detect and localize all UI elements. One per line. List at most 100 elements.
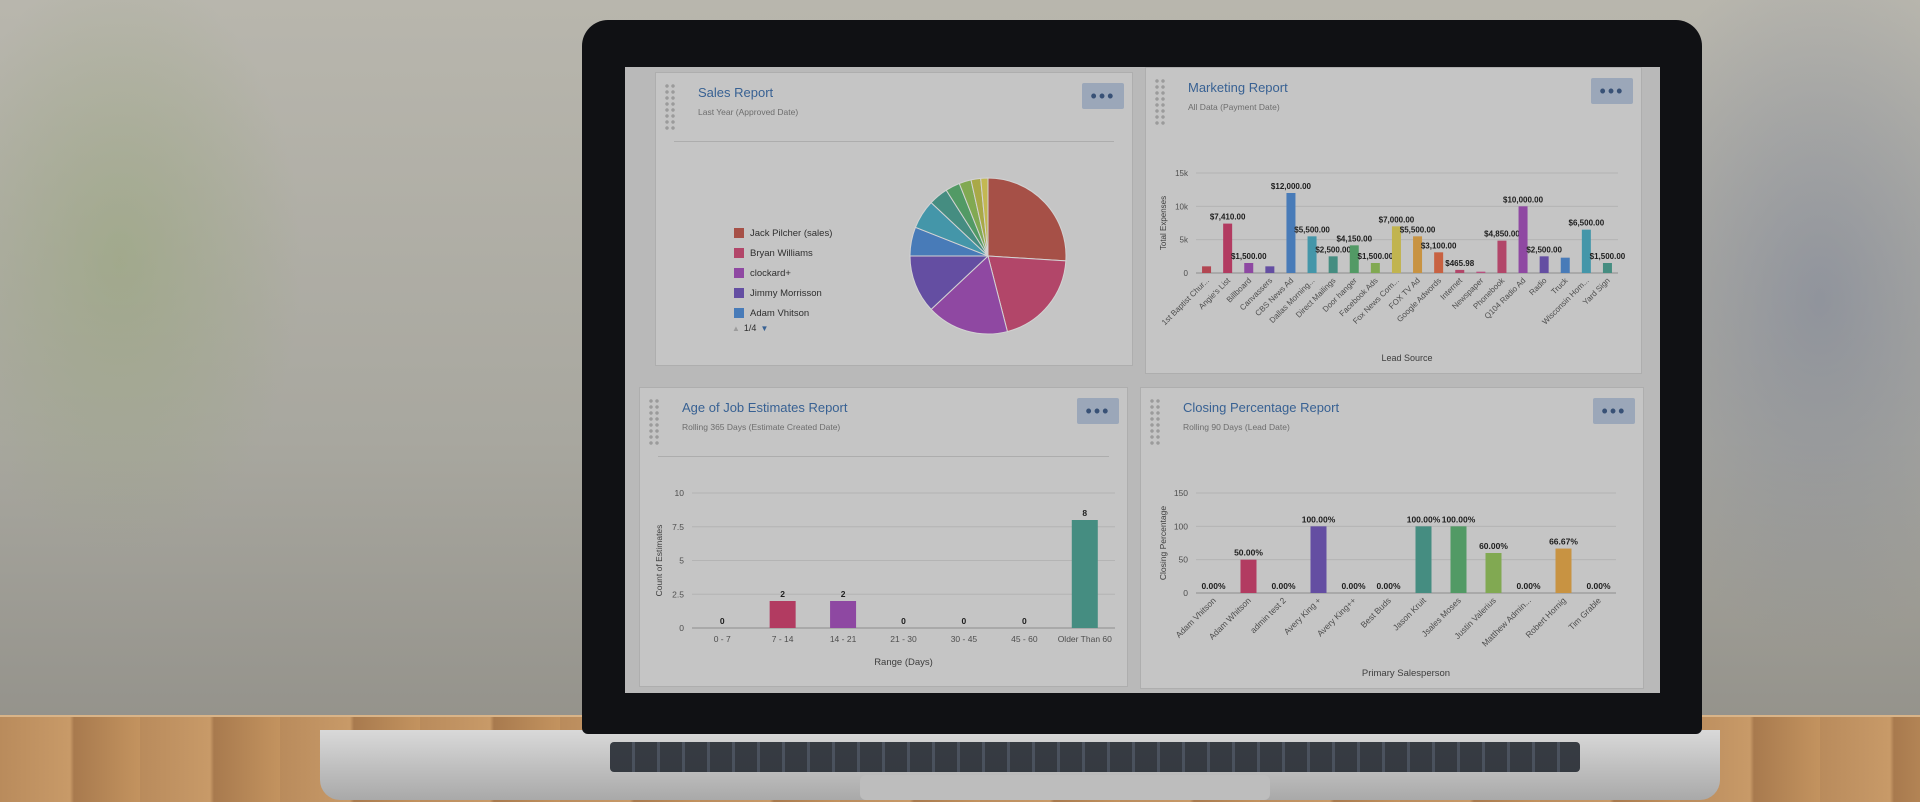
y-axis-label: Total Expenses (1159, 196, 1168, 250)
legend-item[interactable]: clockard+ (734, 263, 832, 283)
panel-subtitle: Rolling 365 Days (Estimate Created Date) (682, 422, 841, 432)
data-label: 66.67% (1549, 537, 1578, 547)
bar (1370, 263, 1380, 273)
data-label: $7,410.00 (1210, 213, 1246, 222)
y-axis-label: Closing Percentage (1158, 506, 1168, 580)
y-tick-label: 0 (679, 623, 684, 633)
pager-down-icon[interactable]: ▼ (760, 323, 769, 333)
y-tick-label: 0 (1183, 588, 1188, 598)
sales-report-panel: Sales Report Last Year (Approved Date) •… (655, 72, 1133, 366)
data-label: 60.00% (1479, 541, 1508, 551)
drag-handle-icon[interactable] (664, 83, 676, 131)
x-tick-label: 7 - 14 (772, 634, 794, 644)
data-label: $4,150.00 (1336, 234, 1372, 243)
bar (1349, 245, 1359, 273)
legend-label: clockard+ (750, 267, 791, 279)
bar (1455, 269, 1465, 273)
legend-swatch (734, 228, 744, 238)
panel-title: Closing Percentage Report (1183, 400, 1340, 415)
y-tick-label: 5k (1180, 236, 1189, 245)
x-tick-label: 14 - 21 (830, 634, 857, 644)
x-tick-label: Tim Grable (1566, 595, 1603, 632)
marketing-report-panel: Marketing Report All Data (Payment Date)… (1145, 67, 1642, 374)
legend-item[interactable]: Jimmy Morrisson (734, 283, 832, 303)
x-tick-label: 21 - 30 (890, 634, 917, 644)
data-label: $3,100.00 (1421, 241, 1457, 250)
y-tick-label: 150 (1174, 488, 1188, 498)
bar (1391, 226, 1401, 273)
y-tick-label: 2.5 (672, 589, 684, 599)
data-label: $465.98 (1445, 259, 1474, 268)
pie-slice (987, 255, 1067, 333)
legend-item[interactable]: Jack Pilcher (sales) (734, 223, 832, 243)
x-axis-label: Lead Source (1381, 353, 1432, 363)
drag-handle-icon[interactable] (648, 398, 660, 446)
data-label: $5,500.00 (1294, 225, 1330, 234)
data-label: $2,500.00 (1315, 245, 1351, 254)
age-report-panel: Age of Job Estimates Report Rolling 365 … (639, 387, 1128, 687)
panel-subtitle: Rolling 90 Days (Lead Date) (1183, 422, 1290, 432)
bar (1434, 252, 1444, 273)
legend-label: Bryan Williams (750, 247, 813, 259)
panel-subtitle: Last Year (Approved Date) (698, 107, 799, 117)
panel-title: Sales Report (698, 85, 774, 100)
pager-up-icon[interactable]: ▲ (732, 323, 740, 333)
more-options-button[interactable]: ••• (1593, 398, 1635, 424)
x-axis-label: Range (Days) (874, 657, 933, 668)
bar (1450, 526, 1467, 593)
bar (1485, 553, 1502, 593)
data-label: 0.00% (1201, 581, 1226, 591)
drag-handle-icon[interactable] (1149, 398, 1161, 446)
legend-label: Jack Pilcher (sales) (750, 227, 833, 239)
bar (1202, 266, 1212, 273)
y-tick-label: 10k (1175, 202, 1189, 211)
legend-item[interactable]: Bryan Williams (734, 243, 832, 263)
data-label: $5,500.00 (1400, 225, 1436, 234)
y-tick-label: 15k (1175, 169, 1189, 178)
closing-report-panel: Closing Percentage Report Rolling 90 Day… (1140, 387, 1644, 689)
data-label: $4,850.00 (1484, 230, 1520, 239)
data-label: 0 (901, 616, 906, 626)
bar (1307, 236, 1317, 273)
legend-label: Jimmy Morrisson (750, 287, 822, 299)
pie-slice (987, 177, 1067, 262)
legend-label: Adam Vhitson (750, 307, 810, 319)
data-label: $2,500.00 (1526, 245, 1562, 254)
legend-pager: ▲ 1/4 ▼ (732, 323, 832, 333)
more-options-button[interactable]: ••• (1591, 78, 1633, 104)
y-tick-label: 10 (675, 488, 685, 498)
data-label: $1,500.00 (1590, 252, 1626, 261)
x-axis-label: Primary Salesperson (1362, 668, 1450, 678)
bar (1244, 263, 1254, 273)
y-tick-label: 50 (1179, 555, 1189, 565)
data-label: 0 (720, 616, 725, 626)
laptop-trackpad (860, 775, 1270, 800)
y-axis-label: Count of Estimates (654, 525, 664, 597)
bar (1286, 193, 1296, 273)
data-label: 2 (780, 589, 785, 599)
more-options-button[interactable]: ••• (1082, 83, 1124, 109)
bar (1223, 223, 1233, 273)
pie-legend: Jack Pilcher (sales) Bryan Williams cloc… (732, 223, 832, 334)
data-label: 2 (841, 589, 846, 599)
data-label: $6,500.00 (1569, 219, 1605, 228)
legend-swatch (734, 248, 744, 258)
bar (1240, 559, 1257, 593)
data-label: $1,500.00 (1358, 252, 1394, 261)
data-label: 0.00% (1376, 581, 1401, 591)
y-tick-label: 5 (679, 556, 684, 566)
drag-handle-icon[interactable] (1154, 78, 1166, 126)
bar (1071, 520, 1098, 628)
bar (1413, 236, 1423, 273)
bar (1602, 263, 1612, 273)
legend-swatch (734, 308, 744, 318)
y-tick-label: 7.5 (672, 522, 684, 532)
sales-pie-chart (909, 177, 1067, 335)
more-options-button[interactable]: ••• (1077, 398, 1119, 424)
x-tick-label: Older Than 60 (1058, 634, 1112, 644)
data-label: $1,500.00 (1231, 252, 1267, 261)
legend-item[interactable]: Adam Vhitson (734, 303, 832, 323)
data-label: $10,000.00 (1503, 195, 1544, 204)
